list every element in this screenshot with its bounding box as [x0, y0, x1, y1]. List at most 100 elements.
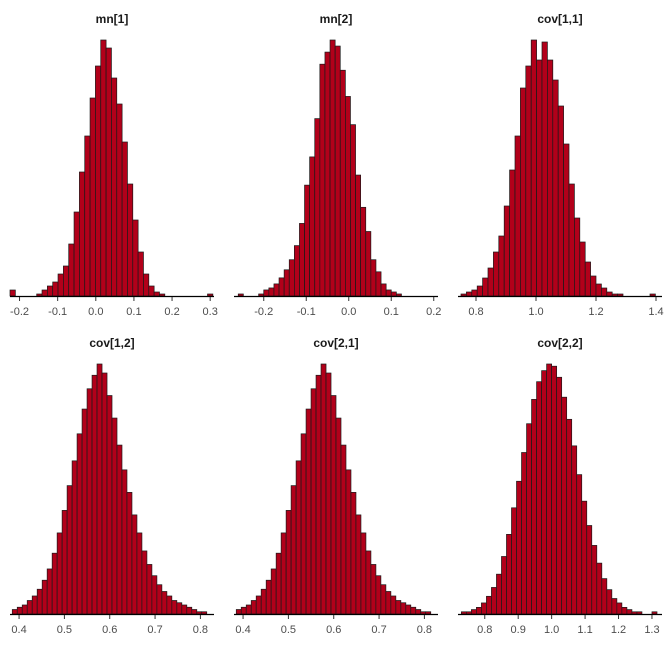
histogram-bar	[68, 243, 75, 297]
panel-title: cov[1,1]	[537, 12, 583, 26]
x-tick-label: 1.0	[528, 306, 543, 318]
x-tick-label: 1.1	[577, 624, 592, 636]
histogram-bar	[126, 492, 133, 615]
panel-title: cov[1,2]	[89, 336, 135, 350]
histogram-bar	[521, 452, 527, 615]
panel-title: cov[2,1]	[313, 336, 359, 350]
histogram-bar	[310, 388, 317, 615]
histogram-bar	[151, 575, 158, 615]
histogram-bar	[601, 578, 608, 615]
x-tick-label: 1.3	[644, 624, 659, 636]
histogram-bar	[319, 63, 326, 297]
histogram-bar	[171, 600, 178, 615]
histogram-bar	[335, 417, 342, 615]
histogram-bar	[396, 293, 402, 297]
histogram-bar	[616, 602, 623, 615]
histogram-bar	[466, 611, 472, 615]
histogram-bar	[525, 65, 532, 297]
x-tick-label: 0.8	[468, 306, 483, 318]
histogram-bar	[56, 532, 63, 615]
histogram-bar	[530, 39, 537, 297]
histogram-bar	[79, 171, 86, 297]
histogram-bar	[191, 609, 198, 615]
histogram-bar	[385, 289, 392, 297]
histogram-bar	[595, 283, 602, 297]
histogram-bar	[305, 408, 312, 615]
histogram-bar	[606, 589, 613, 615]
histogram-bar	[360, 206, 367, 297]
histogram-bar	[280, 532, 287, 615]
histogram-bar	[132, 219, 139, 297]
histogram-bar	[493, 251, 500, 297]
x-tick-label: 0.1	[126, 306, 141, 318]
histogram-bar	[36, 293, 43, 297]
histogram-bar	[285, 510, 292, 615]
histogram-bar	[116, 444, 123, 615]
panel-cov-2-2: cov[2,2] 0.8 0.9 1.0 1.1 1.2 1.3	[448, 336, 672, 672]
histogram-bar	[240, 606, 247, 615]
histogram-bar	[591, 545, 598, 615]
histogram-bar	[186, 606, 193, 615]
histogram-bar	[370, 564, 377, 615]
histogram-bar	[636, 611, 643, 615]
histogram-bar	[26, 600, 33, 615]
histogram-bar	[265, 579, 272, 615]
panel-cov-1-2: cov[1,2] 0.4 0.5 0.6 0.7 0.8	[0, 336, 224, 672]
histogram-bar	[584, 261, 591, 297]
histogram-bar	[275, 552, 282, 615]
histogram-bar	[516, 480, 522, 615]
x-tick-label: 1.0	[544, 624, 559, 636]
histogram-bar	[141, 550, 148, 615]
histogram-bar	[295, 460, 302, 615]
histogram-bar	[380, 283, 387, 297]
histogram-bar	[288, 259, 295, 297]
histogram-bar	[299, 223, 305, 297]
histogram-bar	[344, 96, 351, 297]
histogram-bar	[66, 485, 73, 615]
x-tick-label: 0.8	[477, 624, 492, 636]
histogram-bar	[563, 143, 570, 297]
histogram-bar	[95, 65, 102, 297]
histogram-bar	[235, 609, 242, 615]
histogram-bar	[574, 217, 581, 297]
histogram-bar	[81, 408, 88, 615]
histogram-bar	[531, 399, 537, 615]
histogram-bar	[16, 606, 23, 615]
histogram-bar	[121, 141, 128, 297]
histogram-bar	[415, 609, 422, 615]
histogram-svg: -0.2 -0.1 0.0 0.1 0.2 0.3	[9, 39, 218, 318]
histogram-bar	[260, 588, 267, 615]
histogram-bar	[350, 124, 356, 297]
histogram-bar	[520, 87, 527, 297]
histogram-bar	[96, 363, 103, 615]
histogram-bar	[159, 293, 166, 297]
histogram-bar	[31, 595, 38, 615]
histogram-bar	[651, 611, 658, 615]
x-tick-label: 0.6	[102, 624, 117, 636]
x-tick-label: 0.3	[203, 306, 218, 318]
histogram-bar	[21, 604, 28, 615]
histogram-bar	[41, 579, 48, 615]
histogram-bar	[375, 575, 382, 615]
histogram-bar	[536, 59, 543, 297]
histogram-svg: 0.8 1.0 1.2 1.4	[458, 39, 664, 318]
histogram-bar	[547, 59, 554, 297]
histogram-bar	[325, 372, 332, 615]
histogram-bar	[309, 156, 316, 297]
histogram-bar	[546, 363, 552, 615]
x-tick-label: 0.7	[147, 624, 162, 636]
histogram-bar	[482, 277, 489, 297]
histogram-svg: 0.4 0.5 0.6 0.7 0.8	[234, 363, 438, 636]
histogram-bar	[61, 510, 68, 615]
histogram-bar	[136, 532, 143, 615]
histogram-bar	[481, 602, 487, 615]
histogram-bar	[590, 275, 597, 297]
histogram-bar	[156, 584, 163, 615]
histogram-bar	[76, 433, 83, 615]
histogram-bar	[166, 595, 173, 615]
x-tick-label: 0.6	[326, 624, 341, 636]
histogram-bar	[63, 265, 70, 297]
histogram-svg: 0.8 0.9 1.0 1.1 1.2 1.3	[458, 363, 662, 636]
x-tick-label: 0.8	[193, 624, 208, 636]
histogram-bar	[487, 267, 494, 297]
